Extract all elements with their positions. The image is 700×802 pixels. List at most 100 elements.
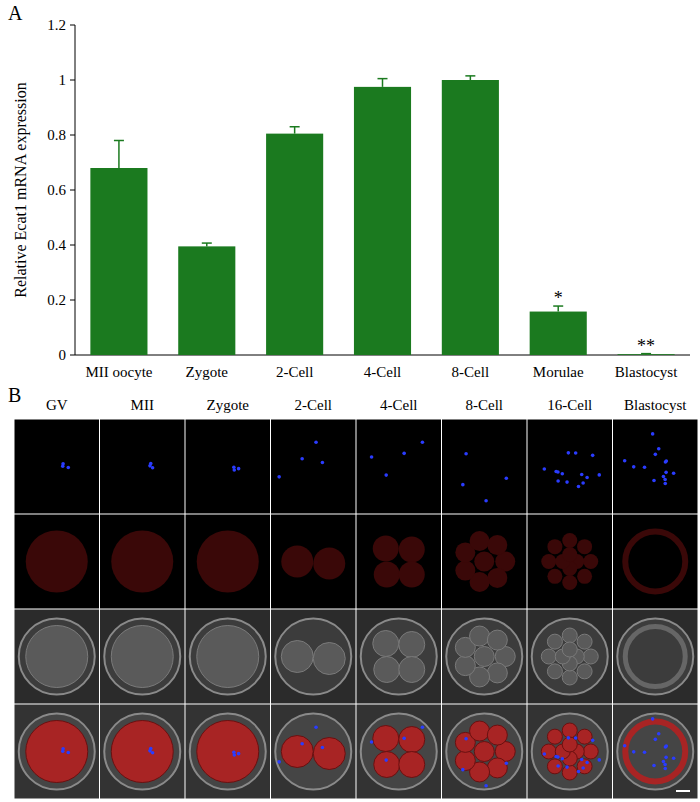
- embryo-cell: [562, 723, 577, 738]
- column-label: 4-Cell: [380, 397, 418, 413]
- x-tick-label: Zygote: [186, 364, 229, 380]
- nucleus: [591, 454, 595, 458]
- nucleus: [277, 475, 281, 479]
- nucleus: [654, 738, 658, 742]
- nucleus: [384, 758, 388, 762]
- nucleus: [663, 478, 667, 482]
- nucleus: [657, 732, 661, 736]
- embryo-cell: [197, 721, 259, 783]
- nucleus: [300, 457, 304, 461]
- nucleus: [651, 432, 655, 436]
- nucleus: [314, 725, 318, 729]
- micrograph: [528, 705, 613, 799]
- image-background: [528, 515, 613, 609]
- y-tick-label: 1.2: [47, 17, 66, 33]
- micrograph: [357, 515, 442, 609]
- nucleus: [654, 453, 658, 457]
- image-background: [271, 515, 356, 609]
- zona: [104, 619, 180, 695]
- embryo-cell: [197, 531, 259, 593]
- nucleus: [574, 736, 578, 740]
- error-stem: [118, 141, 120, 169]
- y-tick-label: 0.6: [47, 182, 66, 198]
- error-bar: [378, 79, 388, 87]
- zona: [190, 619, 266, 695]
- bar: [530, 312, 587, 355]
- embryo-cell: [487, 568, 507, 588]
- nucleus: [581, 766, 585, 770]
- nucleus: [237, 467, 241, 471]
- image-background: [442, 610, 527, 704]
- error-cap: [202, 242, 212, 244]
- nucleus: [484, 784, 488, 788]
- y-tick: [70, 135, 75, 136]
- nucleus: [556, 479, 560, 483]
- nucleus: [464, 452, 468, 456]
- image-background: [100, 515, 185, 609]
- micrograph: [357, 420, 442, 514]
- zona: [617, 714, 693, 790]
- error-cap: [465, 75, 475, 77]
- embryo: [625, 532, 685, 592]
- embryo-cell: [399, 537, 425, 563]
- embryo-cell: [562, 533, 577, 548]
- nucleus: [232, 753, 236, 757]
- zona: [361, 714, 437, 790]
- nucleus: [580, 758, 584, 762]
- embryo-cell: [547, 759, 562, 774]
- y-tick-label: 0.4: [47, 237, 66, 253]
- embryo-cell: [111, 531, 173, 593]
- embryo-cell: [547, 634, 562, 649]
- micrograph: [15, 610, 100, 704]
- embryo-cell: [281, 736, 313, 768]
- nucleus: [149, 462, 153, 466]
- embryo-cell: [470, 531, 490, 551]
- bars: [90, 76, 674, 355]
- embryo-cell: [474, 742, 494, 762]
- error-stem: [294, 127, 296, 134]
- image-background: [357, 515, 442, 609]
- nucleus: [591, 739, 595, 743]
- nucleus: [585, 476, 589, 480]
- micrograph: [15, 705, 100, 799]
- y-tick-label: 1: [59, 72, 67, 88]
- column-label: MII: [131, 397, 154, 413]
- nucleus: [664, 460, 668, 464]
- image-background: [186, 515, 271, 609]
- micrograph: [528, 610, 613, 704]
- nucleus: [652, 479, 656, 483]
- micrograph: [186, 420, 271, 514]
- micrograph: [186, 705, 271, 799]
- nucleus: [663, 482, 667, 486]
- embryo-cell: [577, 634, 592, 649]
- zona: [532, 714, 608, 790]
- y-tick-label: 0.2: [47, 292, 66, 308]
- zona: [104, 714, 180, 790]
- image-background: [186, 705, 271, 799]
- nucleus: [505, 476, 509, 480]
- image-background: [15, 705, 100, 799]
- image-background: [613, 420, 698, 514]
- bar: [90, 168, 147, 355]
- error-cap: [378, 78, 388, 80]
- nucleus: [672, 471, 676, 475]
- nucleus: [632, 750, 636, 754]
- image-background: [271, 610, 356, 704]
- image-background: [15, 515, 100, 609]
- micrograph: [100, 420, 185, 514]
- nucleus: [61, 747, 65, 751]
- nucleus: [277, 760, 281, 764]
- micrograph: [442, 420, 527, 514]
- bar: [354, 87, 411, 355]
- micrograph: [613, 705, 698, 799]
- nucleus: [321, 746, 325, 750]
- nucleus: [149, 747, 153, 751]
- column-label: Blastocyst: [624, 397, 687, 413]
- bar: [442, 80, 499, 355]
- nucleus: [567, 736, 571, 740]
- nucleus: [664, 756, 668, 760]
- embryo-cell: [577, 759, 592, 774]
- nucleus: [565, 480, 569, 484]
- zona: [190, 714, 266, 790]
- micrograph: [271, 610, 356, 704]
